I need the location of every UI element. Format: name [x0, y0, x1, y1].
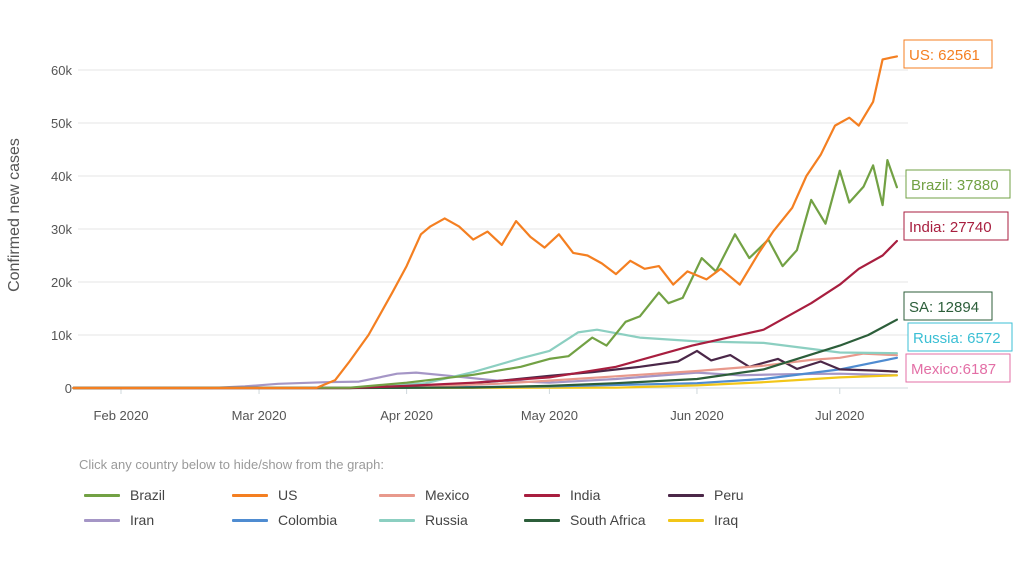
y-axis-label: Confirmed new cases — [6, 138, 23, 292]
callout-label: Mexico:6187 — [911, 361, 996, 378]
legend-hint: Click any country below to hide/show fro… — [79, 457, 384, 472]
legend-item-iran[interactable]: Iran — [84, 509, 154, 531]
x-tick-label: Feb 2020 — [94, 408, 149, 423]
legend-item-us[interactable]: US — [232, 484, 297, 506]
series-line-russia[interactable] — [72, 328, 898, 390]
legend-item-mexico[interactable]: Mexico — [379, 484, 469, 506]
y-tick-label: 60k — [51, 63, 72, 78]
y-tick-label: 40k — [51, 169, 72, 184]
legend-swatch — [379, 518, 415, 522]
legend-item-india[interactable]: India — [524, 484, 600, 506]
series-line-iraq[interactable] — [72, 374, 898, 390]
legend-label: Colombia — [278, 512, 338, 528]
y-tick-label: 50k — [51, 116, 72, 131]
legend-item-brazil[interactable]: Brazil — [84, 484, 165, 506]
legend-swatch — [84, 493, 120, 497]
x-tick-label: Jul 2020 — [815, 408, 864, 423]
series-line-us[interactable] — [72, 55, 898, 390]
series-line-brazil[interactable] — [72, 159, 898, 390]
legend-item-russia[interactable]: Russia — [379, 509, 468, 531]
legend-label: India — [570, 487, 601, 503]
legend-swatch — [668, 493, 704, 497]
callout-label: Brazil: 37880 — [911, 177, 999, 194]
legend-swatch — [84, 518, 120, 522]
legend-swatch — [524, 518, 560, 522]
callout-box — [903, 211, 1009, 241]
y-tick-label: 10k — [51, 328, 72, 343]
series-line-iran[interactable] — [72, 371, 898, 390]
callout-box — [903, 39, 993, 69]
legend-label: Russia — [425, 512, 468, 528]
legend-label: Iran — [130, 512, 155, 528]
gridlines — [78, 69, 908, 336]
x-tick-label: Mar 2020 — [232, 408, 287, 423]
callout-label: US: 62561 — [909, 47, 980, 64]
callout-label: SA: 12894 — [909, 299, 979, 316]
callout-box — [905, 169, 1011, 199]
series-lines — [72, 55, 898, 390]
legend-label: Mexico — [425, 487, 470, 503]
legend-swatch — [232, 493, 268, 497]
legend-label: South Africa — [570, 512, 646, 528]
callout-box — [905, 353, 1011, 383]
series-line-india[interactable] — [72, 239, 898, 390]
legend-label: Peru — [714, 487, 744, 503]
y-tick-label: 30k — [51, 222, 72, 237]
callout-box — [907, 322, 1013, 352]
value-callouts: US: 62561 Brazil: 37880 India: 27740 SA: 12… — [903, 39, 1013, 383]
x-tick-label: May 2020 — [521, 408, 578, 423]
legend-item-iraq[interactable]: Iraq — [668, 509, 738, 531]
y-tick-label: 0 — [65, 381, 72, 396]
x-tick-label: Apr 2020 — [380, 408, 433, 423]
x-tick-label: Jun 2020 — [670, 408, 724, 423]
callout-label: India: 27740 — [909, 219, 992, 236]
legend-label: US — [278, 487, 298, 503]
legend-swatch — [524, 493, 560, 497]
series-line-south-africa[interactable] — [72, 318, 898, 390]
y-tick-label: 20k — [51, 275, 72, 290]
legend-swatch — [668, 518, 704, 522]
legend-item-colombia[interactable]: Colombia — [232, 509, 337, 531]
legend-swatch — [379, 493, 415, 497]
callout-box — [903, 291, 993, 321]
legend-item-south-africa[interactable]: South Africa — [524, 509, 646, 531]
legend: Brazil US Mexico India Peru Iran Colombia Russi… — [84, 484, 784, 536]
legend-label: Iraq — [714, 512, 739, 528]
legend-label: Brazil — [130, 487, 166, 503]
legend-swatch — [232, 518, 268, 522]
callout-label: Russia: 6572 — [913, 330, 1001, 347]
line-chart: 0 10k 20k 30k 40k 50k 60k Feb 2020 Mar 2020 Apr 2… — [6, 39, 1013, 423]
axes: 0 10k 20k 30k 40k 50k 60k Feb 2020 Mar 2020 Apr 2… — [51, 63, 908, 423]
legend-item-peru[interactable]: Peru — [668, 484, 744, 506]
